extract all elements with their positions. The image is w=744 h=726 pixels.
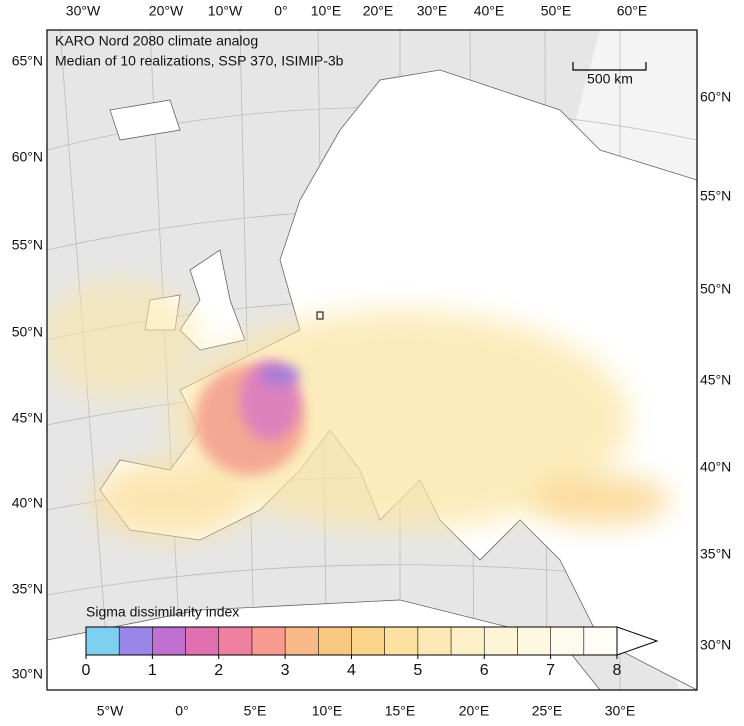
top-axis-label: 50°E (541, 3, 572, 19)
bottom-axis-label: 5°W (97, 703, 124, 719)
left-axis-label: 30°N (12, 666, 43, 682)
colorbar-swatch (517, 627, 552, 655)
colorbar-tick-label: 8 (613, 662, 622, 679)
left-axis-label: 40°N (12, 495, 43, 511)
top-axis-label: 20°W (149, 3, 184, 19)
right-axis-label: 45°N (700, 372, 731, 388)
top-axis-label: 40°E (474, 3, 505, 19)
colorbar-swatch (119, 627, 153, 655)
colorbar-swatch (185, 627, 220, 655)
left-axis-label: 65°N (12, 53, 43, 69)
colorbar-tick-label: 2 (214, 662, 223, 679)
top-axis-label: 30°W (66, 3, 101, 19)
colorbar-tick-label: 5 (413, 662, 422, 679)
colorbar-swatch (285, 627, 319, 655)
top-axis-label: 0° (274, 3, 287, 19)
left-axis-label: 35°N (12, 581, 43, 597)
colorbar-swatch (86, 627, 120, 655)
colorbar-swatch (351, 627, 386, 655)
bottom-axis-label: 10°E (312, 703, 343, 719)
colorbar-swatch (384, 627, 419, 655)
colorbar-tick-label: 1 (148, 662, 157, 679)
top-axis-label: 10°W (208, 3, 243, 19)
subtitle: Median of 10 realizations, SSP 370, ISIM… (55, 53, 344, 69)
colorbar-swatch (451, 627, 485, 655)
right-axis-label: 60°N (700, 89, 731, 105)
colorbar-swatch (583, 627, 618, 655)
bottom-axis-label: 15°E (385, 703, 416, 719)
colorbar-swatch (152, 627, 187, 655)
top-axis-label: 30°E (417, 3, 448, 19)
top-axis-label: 20°E (363, 3, 394, 19)
colorbar-swatch (417, 627, 452, 655)
map-body (47, 30, 697, 690)
colorbar-tick-label: 4 (347, 662, 356, 679)
title: KARO Nord 2080 climate analog (55, 33, 258, 49)
colorbar-swatch (251, 627, 286, 655)
colorbar-tick-label: 0 (82, 662, 91, 679)
top-axis-label: 60°E (617, 3, 648, 19)
bottom-axis-label: 0° (175, 703, 188, 719)
scale-bar (572, 62, 647, 71)
scale-bar-label: 500 km (587, 71, 633, 87)
bottom-axis-label: 30°E (605, 703, 636, 719)
right-axis-label: 50°N (700, 281, 731, 297)
iceland (109, 99, 181, 141)
left-axis-label: 45°N (12, 410, 43, 426)
colorbar-swatch (318, 627, 352, 655)
colorbar-swatch (218, 627, 253, 655)
right-axis-label: 35°N (700, 546, 731, 562)
site-marker (316, 311, 324, 320)
colorbar-tick-label: 3 (281, 662, 290, 679)
colorbar-label: Sigma dissimilarity index (86, 604, 239, 620)
bottom-axis-label: 25°E (532, 703, 563, 719)
bottom-axis-label: 20°E (459, 703, 490, 719)
left-axis-label: 50°N (12, 324, 43, 340)
colorbar-swatch (484, 627, 518, 655)
heatmap (47, 280, 670, 540)
bottom-axis-label: 5°E (244, 703, 267, 719)
colorbar-tick-label: 6 (480, 662, 489, 679)
right-axis-label: 40°N (700, 459, 731, 475)
top-axis-label: 10°E (311, 3, 342, 19)
colorbar-tick-label: 7 (546, 662, 555, 679)
right-axis-label: 55°N (700, 188, 731, 204)
left-axis-label: 55°N (12, 237, 43, 253)
right-axis-label: 30°N (700, 637, 731, 653)
map-frame (46, 29, 698, 691)
colorbar-swatch (550, 627, 585, 655)
left-axis-label: 60°N (12, 149, 43, 165)
